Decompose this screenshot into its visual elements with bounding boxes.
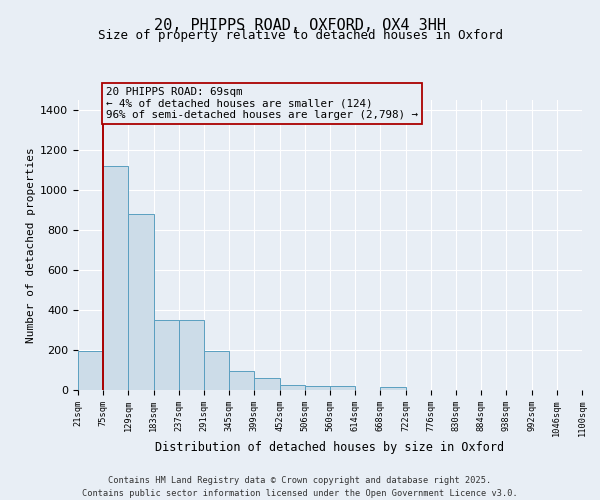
Y-axis label: Number of detached properties: Number of detached properties xyxy=(26,147,36,343)
Text: 20 PHIPPS ROAD: 69sqm
← 4% of detached houses are smaller (124)
96% of semi-deta: 20 PHIPPS ROAD: 69sqm ← 4% of detached h… xyxy=(106,87,418,120)
Bar xyxy=(305,386,330,390)
Bar xyxy=(254,378,280,390)
Text: 20, PHIPPS ROAD, OXFORD, OX4 3HH: 20, PHIPPS ROAD, OXFORD, OX4 3HH xyxy=(154,18,446,32)
Bar xyxy=(78,351,103,390)
Bar xyxy=(103,166,128,390)
Bar xyxy=(380,387,406,390)
Bar xyxy=(280,385,305,390)
Bar xyxy=(204,351,229,390)
Bar xyxy=(128,214,154,390)
Bar xyxy=(330,386,355,390)
Bar xyxy=(179,320,204,390)
Bar xyxy=(229,371,254,390)
Text: Size of property relative to detached houses in Oxford: Size of property relative to detached ho… xyxy=(97,29,503,42)
Bar xyxy=(154,320,179,390)
X-axis label: Distribution of detached houses by size in Oxford: Distribution of detached houses by size … xyxy=(155,440,505,454)
Text: Contains HM Land Registry data © Crown copyright and database right 2025.
Contai: Contains HM Land Registry data © Crown c… xyxy=(82,476,518,498)
